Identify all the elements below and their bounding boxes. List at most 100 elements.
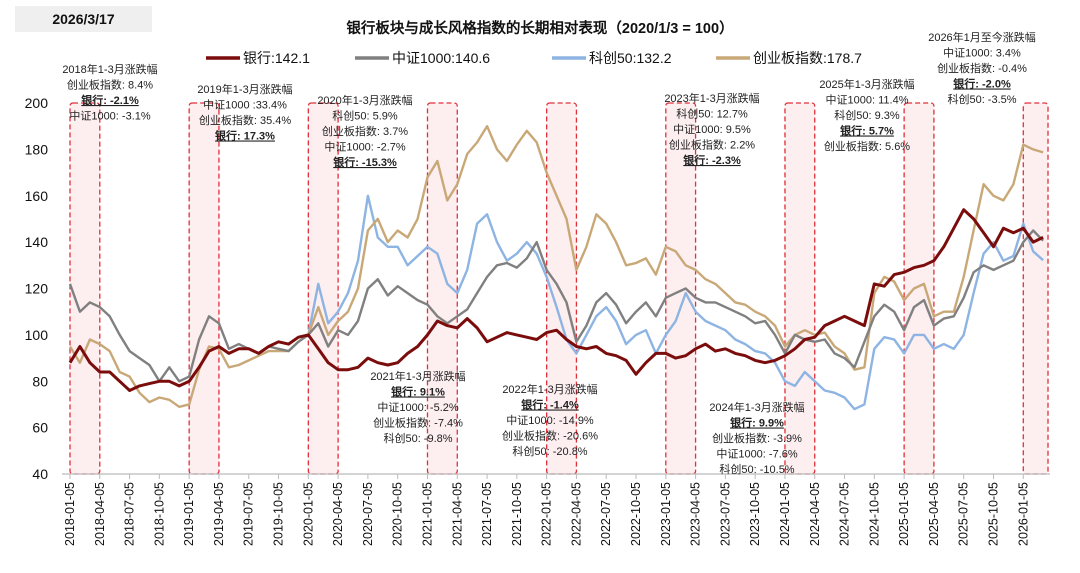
x-tick-label: 2020-10-05 xyxy=(391,482,405,546)
highlight-box-2018 xyxy=(69,102,101,475)
highlight-boxes xyxy=(69,102,1049,475)
x-tick-label: 2019-10-05 xyxy=(272,482,286,546)
y-tick-label: 40 xyxy=(32,466,48,482)
x-tick-label: 2025-07-05 xyxy=(957,482,971,546)
x-tick-label: 2023-07-05 xyxy=(718,482,732,546)
annotation-line: 2022年1-3月涨跌幅 xyxy=(502,382,597,396)
highlight-box-2025 xyxy=(903,102,935,475)
highlight-box-2019 xyxy=(188,102,220,475)
annotation-line: 2025年1-3月涨跌幅 xyxy=(819,77,914,91)
x-tick-label: 2020-04-05 xyxy=(331,482,345,546)
x-tick-label: 2019-04-05 xyxy=(212,482,226,546)
x-tick-label: 2020-07-05 xyxy=(361,482,375,546)
highlight-box-2026 xyxy=(1022,102,1049,475)
x-tick-label: 2023-04-05 xyxy=(689,482,703,546)
annotation-bank-line: 银行: 9.1% xyxy=(391,385,445,399)
annotation-line: 中证1000: 3.4% xyxy=(943,47,1021,60)
x-tick-label: 2025-10-05 xyxy=(986,482,1000,546)
annotation-bank-line: 银行: 17.3% xyxy=(215,129,275,143)
x-tick-label: 2022-10-05 xyxy=(629,482,643,546)
x-tick-label: 2025-01-05 xyxy=(897,482,911,546)
annotation-line: 2019年1-3月涨跌幅 xyxy=(197,82,292,96)
x-tick-label: 2018-10-05 xyxy=(152,482,166,546)
annotation-line: 2023年1-3月涨跌幅 xyxy=(664,91,759,105)
x-tick-label: 2020-01-05 xyxy=(301,482,315,546)
x-tick-label: 2023-01-05 xyxy=(659,482,673,546)
legend-label: 创业板指数:178.7 xyxy=(753,50,862,66)
x-tick-label: 2019-01-05 xyxy=(182,482,196,546)
x-tick-label: 2026-01-05 xyxy=(1016,482,1030,546)
annotation-line: 2020年1-3月涨跌幅 xyxy=(317,93,412,107)
annotation-line: 创业板指数: 5.6% xyxy=(824,139,910,153)
annotation-bank-line: 银行: -2.0% xyxy=(953,77,1011,91)
series-line-0 xyxy=(68,208,1044,392)
annotation-line: 科创50: 12.7% xyxy=(676,107,748,121)
annotation-line: 科创50: -20.8% xyxy=(512,444,587,458)
annotation-line: 科创50: -3.5% xyxy=(947,92,1016,106)
y-tick-label: 140 xyxy=(25,234,49,250)
annotation-line: 中证1000: -3.1% xyxy=(69,110,151,123)
annotation-bank-line: 银行: -2.3% xyxy=(683,153,741,167)
annotation-bank-line: 银行: 5.7% xyxy=(840,124,894,138)
annotation-line: 创业板指数: -20.6% xyxy=(502,429,598,443)
annotation-line: 中证1000: 11.4% xyxy=(826,94,909,107)
annotation-bank-line: 银行: -15.3% xyxy=(333,155,397,169)
axes: 40 60 80 100 120 140 160 180 200 2018-01-05 2018-0… xyxy=(25,95,1050,546)
y-tick-label: 180 xyxy=(25,141,49,157)
legend-label: 银行:142.1 xyxy=(243,50,310,66)
series-line-2 xyxy=(307,194,1044,411)
annotation-line: 2021年1-3月涨跌幅 xyxy=(370,369,465,383)
y-tick-label: 200 xyxy=(25,95,49,111)
y-tick-label: 120 xyxy=(25,281,49,297)
x-tick-label: 2023-10-05 xyxy=(748,482,762,546)
legend: 银行:142.1 中证1000:140.6 科创50:132.2 创业板指数:178.… xyxy=(206,50,862,66)
highlight-box-2024 xyxy=(784,102,816,475)
legend-label: 科创50:132.2 xyxy=(589,50,672,66)
x-tick-label: 2018-01-05 xyxy=(63,482,77,546)
x-tick-label: 2018-04-05 xyxy=(93,482,107,546)
x-tick-label: 2024-04-05 xyxy=(808,482,822,546)
annotation-line: 中证1000: 9.5% xyxy=(673,123,751,136)
y-tick-label: 160 xyxy=(25,188,49,204)
annotation-line: 中证1000: -2.7% xyxy=(324,141,406,154)
annotation-line: 科创50: -9.8% xyxy=(383,431,452,445)
series-lines xyxy=(68,125,1044,411)
x-tick-label: 2022-07-05 xyxy=(599,482,613,546)
annotation-line: 2026年1月至今涨跌幅 xyxy=(928,30,1036,44)
annotation-line: 创业板指数: -0.4% xyxy=(937,61,1027,75)
annotation-line: 中证1000: -14.9% xyxy=(506,414,594,427)
annotation-bank-line: 银行: -2.1% xyxy=(81,93,139,107)
annotation-line: 创业板指数: 2.2% xyxy=(669,138,755,152)
x-tick-label: 2018-07-05 xyxy=(123,482,137,546)
annotation-bank-line: 银行: -1.4% xyxy=(521,398,579,412)
x-tick-label: 2024-01-05 xyxy=(778,482,792,546)
annotation-line: 中证1000 :33.4% xyxy=(203,99,287,112)
annotation-line: 创业板指数: -3.9% xyxy=(712,431,802,445)
annotation-line: 科创50: 5.9% xyxy=(332,109,398,123)
x-tick-label: 2024-10-05 xyxy=(867,482,881,546)
series-line-1 xyxy=(68,229,1044,383)
x-tick-label: 2021-04-05 xyxy=(450,482,464,546)
annotation-line: 2024年1-3月涨跌幅 xyxy=(709,400,804,414)
annotation-line: 创业板指数: 3.7% xyxy=(322,124,408,138)
x-tick-label: 2021-01-05 xyxy=(420,482,434,546)
chart-title: 银行板块与成长风格指数的长期相对表现（2020/1/3 = 100） xyxy=(346,19,733,37)
x-tick-label: 2021-07-05 xyxy=(480,482,494,546)
annotation-line: 科创50: 9.3% xyxy=(834,108,900,122)
legend-label: 中证1000:140.6 xyxy=(392,50,490,66)
y-tick-label: 100 xyxy=(25,327,49,343)
date-label: 2026/3/17 xyxy=(15,6,152,32)
annotation-line: 创业板指数: 35.4% xyxy=(199,113,292,127)
y-tick-label: 60 xyxy=(32,420,48,436)
x-tick-label: 2022-04-05 xyxy=(569,482,583,546)
